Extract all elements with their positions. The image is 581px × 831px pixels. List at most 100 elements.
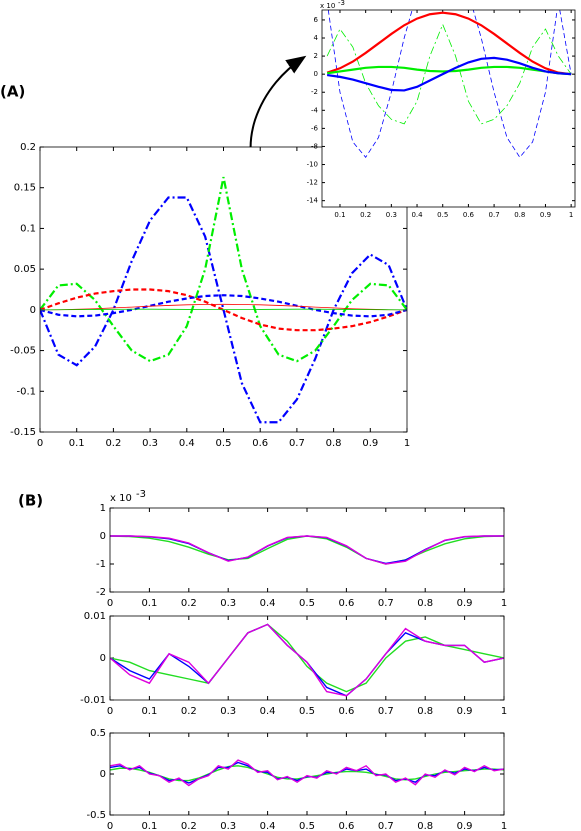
- x-tick-label: 0.1: [334, 211, 345, 219]
- y-tick-label: 0.5: [90, 728, 106, 739]
- x-tick-label: 0.6: [252, 438, 268, 449]
- y-tick-label: 1: [100, 503, 106, 514]
- x-tick-label: 1: [501, 821, 507, 831]
- x-tick-label: 0.5: [299, 821, 315, 831]
- y-tick-label: -12: [307, 179, 318, 187]
- data-line: [110, 623, 504, 697]
- y-tick-label: -10: [307, 161, 318, 169]
- panel-label: (B): [18, 492, 43, 510]
- y-tick-label: -4: [311, 106, 319, 114]
- x-tick-label: 0.5: [437, 211, 448, 219]
- x-tick-label: 0.3: [220, 706, 236, 717]
- x-tick-label: 0.7: [378, 598, 394, 609]
- x-tick-label: 0.4: [179, 438, 195, 449]
- axis-exponent-power: -3: [338, 0, 345, 7]
- plot-frame: [109, 507, 505, 593]
- y-tick-label: 0.05: [14, 264, 36, 275]
- x-tick-label: 1: [569, 211, 573, 219]
- x-tick-label: 0.2: [181, 598, 197, 609]
- x-tick-label: 0.6: [338, 821, 354, 831]
- y-tick-label: -0.01: [80, 695, 106, 706]
- x-tick-label: 0.3: [142, 438, 158, 449]
- axis-exponent: x 10: [320, 2, 335, 10]
- x-tick-label: 0.6: [338, 706, 354, 717]
- x-tick-label: 0.9: [457, 821, 473, 831]
- data-line: [326, 23, 572, 125]
- x-tick-label: 0.8: [514, 211, 525, 219]
- y-tick-label: 0.2: [20, 142, 36, 153]
- plot-frame: [109, 732, 505, 816]
- y-tick-label: -0.1: [16, 386, 36, 397]
- plot-frame: [321, 9, 576, 208]
- x-tick-label: 0.2: [105, 438, 121, 449]
- data-line: [40, 294, 407, 318]
- y-tick-label: -0.05: [10, 346, 36, 357]
- x-tick-label: 0.3: [220, 598, 236, 609]
- y-tick-label: 0.15: [14, 183, 36, 194]
- x-tick-label: 0: [107, 706, 113, 717]
- x-tick-label: 0.2: [181, 706, 197, 717]
- axis-exponent: x 10: [110, 493, 132, 504]
- chart: 0.1 0.2 0.3 0.4 0.5 0.6 0.7 0.8 0.9 1 6 4 2 0 -2 -4 -6 -8…: [307, 0, 576, 219]
- y-tick-label: 4: [314, 34, 319, 42]
- x-tick-label: 0.5: [299, 706, 315, 717]
- y-tick-label: -0.5: [86, 810, 106, 821]
- x-tick-label: 0.4: [260, 598, 276, 609]
- plot-frame: [39, 146, 408, 433]
- x-tick-label: 0.1: [141, 706, 157, 717]
- x-tick-label: 0.7: [289, 438, 305, 449]
- data-line: [40, 308, 407, 311]
- x-tick-label: 0.5: [216, 438, 232, 449]
- x-tick-label: 1: [501, 598, 507, 609]
- x-tick-label: 0.2: [181, 821, 197, 831]
- x-tick-label: 0.1: [141, 598, 157, 609]
- x-tick-label: 0: [107, 598, 113, 609]
- x-tick-label: 0.8: [326, 438, 342, 449]
- data-line: [110, 535, 504, 565]
- x-tick-label: 0.3: [386, 211, 397, 219]
- y-tick-label: -8: [311, 142, 318, 150]
- y-tick-label: 0: [314, 70, 318, 78]
- x-tick-label: 0.1: [141, 821, 157, 831]
- x-tick-label: 0.1: [69, 438, 85, 449]
- data-line: [110, 759, 504, 787]
- plot-area: [110, 616, 504, 700]
- x-tick-label: 0.9: [457, 598, 473, 609]
- y-tick-label: -14: [307, 197, 319, 205]
- plot-frame: [109, 615, 505, 701]
- x-tick-label: 0.8: [417, 598, 433, 609]
- x-tick-label: 0.9: [362, 438, 378, 449]
- x-tick-label: 0.7: [489, 211, 500, 219]
- x-tick-label: 0.9: [540, 211, 551, 219]
- y-tick-label: 6: [314, 16, 319, 24]
- axis-exponent-power: -3: [136, 489, 146, 500]
- data-line: [326, 11, 572, 76]
- data-line: [326, 56, 572, 92]
- y-tick-label: -2: [96, 587, 106, 598]
- plot-area: [110, 733, 504, 815]
- x-tick-label: 0.7: [378, 821, 394, 831]
- x-tick-label: 0.9: [457, 706, 473, 717]
- y-tick-label: -0.15: [10, 427, 36, 438]
- x-tick-label: 0: [37, 438, 43, 449]
- x-tick-label: 0.3: [220, 821, 236, 831]
- chart: 0 0.1 0.2 0.3 0.4 0.5 0.6 0.7 0.8 0.9 10.010-0.01: [80, 611, 507, 717]
- y-tick-label: 0: [100, 769, 106, 780]
- x-tick-label: 0.2: [360, 211, 371, 219]
- x-tick-label: 0.4: [260, 821, 276, 831]
- y-tick-label: 0.01: [84, 611, 106, 622]
- panel-label: (A): [0, 83, 25, 101]
- x-tick-label: 1: [404, 438, 410, 449]
- x-tick-label: 0.8: [417, 706, 433, 717]
- plot-area: [322, 10, 575, 207]
- x-tick-label: 0.4: [411, 211, 423, 219]
- x-tick-label: 0.4: [260, 706, 276, 717]
- data-line: [40, 288, 407, 332]
- y-tick-label: 0: [30, 305, 36, 316]
- x-tick-label: 0.6: [338, 598, 354, 609]
- plot-area: [110, 508, 504, 592]
- x-tick-label: 0.6: [463, 211, 475, 219]
- x-tick-label: 1: [501, 706, 507, 717]
